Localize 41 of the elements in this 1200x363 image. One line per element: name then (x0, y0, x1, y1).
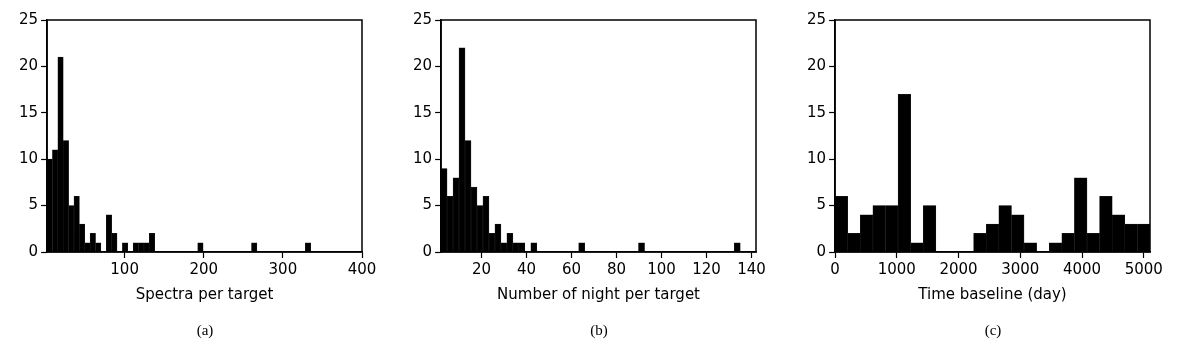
y-tick-label: 25 (806, 9, 827, 28)
x-tick-label: 100 (110, 259, 139, 278)
y-tick-label: 5 (422, 195, 433, 214)
x-axis-title: Number of night per target (497, 284, 701, 303)
y-tick-label: 20 (18, 56, 39, 75)
x-tick-label: 400 (347, 259, 377, 278)
y-tick-label: 10 (18, 149, 39, 168)
y-tick-label: 15 (412, 102, 433, 121)
x-tick-label: 100 (647, 259, 676, 278)
y-tick-label: 5 (28, 195, 39, 214)
y-tick-label: 0 (816, 241, 827, 260)
y-tick-label: 10 (806, 149, 827, 168)
x-tick-label: 3000 (1001, 259, 1040, 278)
x-axis-title: Spectra per target (135, 284, 274, 303)
y-tick-label: 20 (412, 56, 433, 75)
x-axis-title: Time baseline (day) (917, 284, 1067, 303)
y-tick-label: 0 (422, 241, 433, 260)
y-tick-label: 20 (806, 56, 827, 75)
text: (c) (984, 322, 1002, 339)
x-tick-label: 140 (737, 259, 766, 278)
y-tick-label: 5 (816, 195, 827, 214)
x-tick-label: 20 (472, 259, 492, 278)
text: (a) (196, 322, 214, 339)
y-tick-label: 0 (28, 241, 39, 260)
x-tick-label: 80 (606, 259, 627, 278)
x-tick-label: 4000 (1062, 259, 1102, 278)
y-tick-label: 25 (412, 9, 433, 28)
y-tick-label: 10 (412, 149, 433, 168)
y-tick-label: 15 (18, 102, 39, 121)
x-tick-label: 60 (562, 259, 582, 278)
text: (b) (590, 322, 608, 339)
y-tick-label: 25 (18, 9, 39, 28)
x-tick-label: 40 (517, 259, 537, 278)
x-tick-label: 120 (692, 259, 721, 278)
x-tick-label: 0 (830, 259, 840, 278)
x-tick-label: 1000 (877, 259, 916, 278)
x-tick-label: 2000 (939, 259, 978, 278)
x-tick-label: 5000 (1124, 259, 1163, 278)
y-tick-label: 15 (806, 102, 827, 121)
x-tick-label: 300 (268, 259, 298, 278)
x-tick-label: 200 (189, 259, 219, 278)
